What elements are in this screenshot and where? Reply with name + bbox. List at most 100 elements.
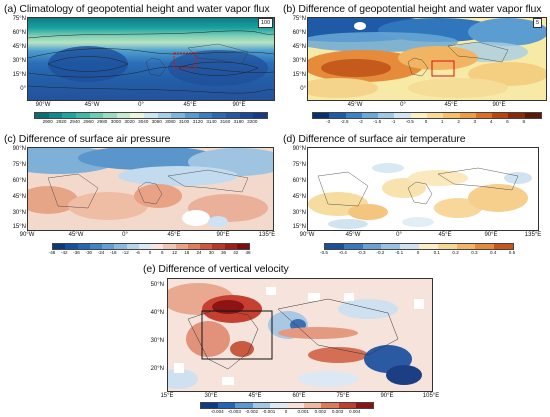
colorbar-tick: -48 — [48, 250, 56, 255]
colorbar-tick: 6 — [160, 250, 164, 255]
colorbar-tick: 1 — [440, 119, 444, 124]
colorbar-tick: 0.5 — [508, 250, 516, 255]
colorbar-tick: -6 — [135, 250, 140, 255]
lon-label: 90°E — [380, 393, 394, 399]
colorbar-tick: -3 — [326, 119, 331, 124]
colorbar-tick: 3160 — [220, 119, 231, 124]
colorbar-tick: 36 — [220, 250, 227, 255]
lon-label: 90°E — [216, 232, 230, 238]
lat-label: 60°N — [292, 30, 306, 36]
lon-label: 135°E — [524, 232, 542, 238]
panel-d-map — [307, 147, 539, 231]
lon-label: 90°E — [484, 232, 498, 238]
region-box — [431, 60, 455, 77]
colorbar-tick: -2.5 — [340, 119, 349, 124]
lon-label: 135°E — [258, 232, 276, 238]
colorbar-tick: 0.3 — [471, 250, 478, 255]
panel-b-reference-vector: 5 — [533, 18, 543, 28]
colorbar-tick: 24 — [196, 250, 202, 255]
colorbar-tick: -0.2 — [376, 250, 385, 255]
lon-label: 105°E — [422, 393, 440, 399]
panel-e-title: (e) Difference of vertical velocity — [143, 263, 289, 275]
lon-label: 90°W — [299, 232, 315, 238]
colorbar-tick: 2940 — [69, 119, 80, 124]
lon-label: 60°E — [292, 393, 306, 399]
colorbar-tick: 0.004 — [349, 409, 361, 414]
lat-label: 90°N — [292, 146, 306, 152]
lat-label: 15°N — [292, 72, 306, 78]
lat-label: 75°N — [12, 16, 26, 22]
lon-label: 0° — [122, 232, 128, 238]
colorbar-tick: 8 — [522, 119, 526, 124]
region-box — [201, 310, 273, 360]
colorbar-tick: 0.1 — [433, 250, 440, 255]
lon-label: 75°E — [336, 393, 350, 399]
colorbar-tick: 2980 — [97, 119, 108, 124]
colorbar-tick: -0.4 — [338, 250, 347, 255]
lat-label: 90°N — [12, 146, 26, 152]
lon-label: 45°W — [84, 102, 100, 108]
colorbar-tick: -0.5 — [320, 250, 328, 255]
lon-label: 45°W — [68, 232, 84, 238]
lon-label: 15°E — [160, 393, 174, 399]
colorbar-tick: 0 — [416, 250, 420, 255]
lat-label: 45°N — [292, 194, 306, 200]
colorbar-tick: 2920 — [56, 119, 67, 124]
lon-label: 90°E — [492, 102, 506, 108]
colorbar-tick: 3200 — [247, 119, 258, 124]
colorbar-tick: -0.1 — [395, 250, 404, 255]
colorbar-tick: -0.002 — [245, 409, 259, 414]
lat-label: 45°N — [12, 44, 26, 50]
colorbar-tick: 18 — [184, 250, 190, 255]
panel-d-colorbar — [324, 243, 514, 250]
panel-a-reference-vector: 100 — [258, 18, 274, 28]
colorbar-tick: 42 — [233, 250, 239, 255]
colorbar-tick: 3080 — [165, 119, 176, 124]
lat-label: 15°N — [12, 72, 26, 78]
lon-label: 45°E — [248, 393, 262, 399]
lon-label: 0° — [138, 102, 144, 108]
panel-e-map — [167, 278, 433, 392]
colorbar-tick: 3020 — [124, 119, 135, 124]
lon-label: 0° — [400, 102, 406, 108]
lon-label: 45°E — [183, 102, 197, 108]
panel-b-colorbar — [312, 112, 542, 119]
colorbar-tick: 2 — [457, 119, 460, 124]
lat-label: 40°N — [150, 310, 164, 316]
colorbar-tick: 3 — [473, 119, 477, 124]
colorbar-tick: -0.003 — [227, 409, 241, 414]
panel-e-colorbar — [200, 402, 374, 409]
lat-label: 50°N — [150, 282, 164, 288]
panel-c-colorbar — [52, 243, 250, 250]
colorbar-tick: 0.002 — [314, 409, 327, 414]
lon-label: 45°E — [438, 232, 452, 238]
lat-label: 30°N — [12, 210, 26, 216]
colorbar-tick: 0.003 — [331, 409, 344, 414]
lat-label: 0° — [300, 86, 306, 92]
lat-label: 15°N — [12, 224, 26, 230]
colorbar-tick: 3180 — [233, 119, 244, 124]
colorbar-tick: 3060 — [151, 119, 162, 124]
lon-label: 90°W — [35, 102, 51, 108]
colorbar-tick: 0 — [284, 409, 288, 414]
colorbar-tick: -2 — [358, 119, 363, 124]
colorbar-tick: 3040 — [138, 119, 149, 124]
lat-label: 60°N — [12, 30, 26, 36]
region-box — [173, 52, 197, 69]
lat-label: 45°N — [292, 44, 306, 50]
colorbar-tick: -0.004 — [210, 409, 224, 414]
lat-label: 45°N — [12, 194, 26, 200]
panel-d-title: (d) Difference of surface air temperatur… — [283, 133, 466, 145]
panel-a-map — [27, 17, 275, 101]
colorbar-tick: 0 — [424, 119, 428, 124]
panel-c-map — [27, 147, 274, 231]
colorbar-tick: -0.3 — [357, 250, 366, 255]
lat-label: 75°N — [292, 16, 306, 22]
lat-label: 30°N — [292, 58, 306, 64]
lon-label: 30°E — [204, 393, 218, 399]
lat-label: 20°N — [150, 366, 164, 372]
colorbar-tick: 3120 — [192, 119, 203, 124]
colorbar-tick: 0.001 — [297, 409, 309, 414]
colorbar-tick: 2960 — [83, 119, 94, 124]
lat-label: 30°N — [12, 58, 26, 64]
